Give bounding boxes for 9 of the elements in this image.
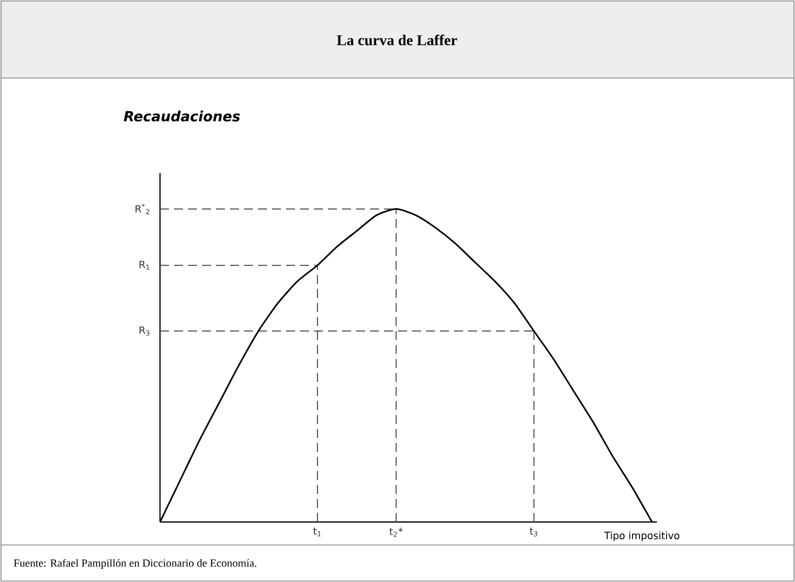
ref-line-label: R$_{3}$ <box>140 326 150 336</box>
text: Recaudaciones <box>124 110 240 122</box>
x-tick-label: t$_{1}$ <box>313 528 321 536</box>
x-axis-title: Tipo impositivo <box>604 531 680 542</box>
x-tick-label: t$_{2}$* <box>390 528 403 537</box>
ref-line-label: R$_{1}$ <box>140 260 150 270</box>
x-tick-label: t$_{3}$ <box>530 528 538 536</box>
source-note: Fuente: Rafael Pampillón en Diccionario de Economía. <box>14 558 256 570</box>
chart-title: La curva de Laffer <box>336 34 458 46</box>
